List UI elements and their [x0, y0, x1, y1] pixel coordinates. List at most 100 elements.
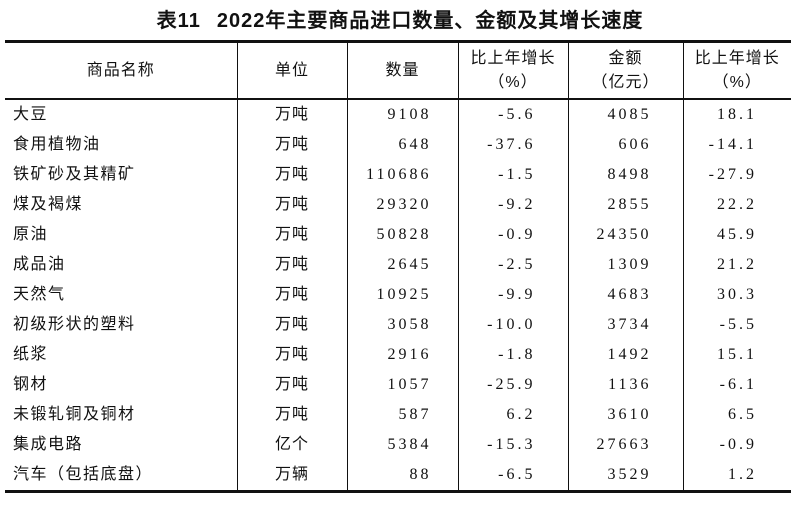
- cell-quantity-growth: -15.3: [457, 430, 568, 460]
- cell-quantity: 9108: [346, 99, 458, 130]
- cell-unit: 万吨: [236, 250, 347, 280]
- table-row: 钢材 万吨 1057 -25.9 1136 -6.1: [5, 370, 791, 400]
- cell-quantity: 29320: [346, 190, 458, 220]
- cell-quantity: 587: [346, 400, 458, 430]
- cell-amount-growth: 45.9: [682, 220, 791, 250]
- column-header-quantity-growth: 比上年增长 （%）: [457, 41, 568, 100]
- cell-amount: 4683: [567, 280, 683, 310]
- cell-amount-growth: -6.1: [682, 370, 791, 400]
- cell-amount: 3610: [567, 400, 683, 430]
- cell-quantity-growth: -5.6: [457, 99, 568, 130]
- cell-amount: 24350: [567, 220, 683, 250]
- cell-commodity: 煤及褐煤: [13, 196, 84, 213]
- header-label-line2: （%）: [712, 73, 762, 91]
- header-row: 商品名称 单位 数量 比上年增长 （%） 金额 （亿元） 比上年增长 （%）: [5, 41, 791, 100]
- cell-amount: 3734: [567, 310, 683, 340]
- cell-quantity: 88: [346, 460, 458, 492]
- table-title: 表11 2022年主要商品进口数量、金额及其增长速度: [0, 8, 800, 34]
- cell-quantity-growth: 6.2: [457, 400, 568, 430]
- header-label: 单位: [274, 61, 309, 79]
- cell-quantity: 648: [346, 130, 458, 160]
- cell-commodity: 钢材: [13, 376, 49, 393]
- cell-quantity-growth: -6.5: [457, 460, 568, 492]
- cell-amount-growth: 18.1: [682, 99, 791, 130]
- cell-commodity: 汽车（包括底盘）: [13, 466, 154, 483]
- cell-unit: 亿个: [236, 430, 347, 460]
- cell-amount: 1309: [567, 250, 683, 280]
- cell-amount: 27663: [567, 430, 683, 460]
- cell-amount-growth: 22.2: [682, 190, 791, 220]
- cell-amount: 4085: [567, 99, 683, 130]
- cell-commodity: 集成电路: [13, 436, 84, 453]
- cell-amount-growth: 30.3: [682, 280, 791, 310]
- cell-amount: 2855: [567, 190, 683, 220]
- cell-unit: 万吨: [236, 310, 347, 340]
- column-header-commodity: 商品名称: [5, 41, 237, 100]
- cell-commodity: 纸浆: [13, 346, 49, 363]
- cell-quantity-growth: -0.9: [457, 220, 568, 250]
- cell-quantity-growth: -2.5: [457, 250, 568, 280]
- table-body: 大豆 万吨 9108 -5.6 4085 18.1 食用植物油 万吨 648 -…: [5, 99, 791, 492]
- cell-quantity: 2645: [346, 250, 458, 280]
- cell-commodity: 食用植物油: [13, 136, 101, 153]
- table-row: 纸浆 万吨 2916 -1.8 1492 15.1: [5, 340, 791, 370]
- cell-unit: 万吨: [236, 99, 347, 130]
- cell-unit: 万吨: [236, 280, 347, 310]
- cell-quantity-growth: -1.5: [457, 160, 568, 190]
- cell-amount: 8498: [567, 160, 683, 190]
- cell-quantity: 1057: [346, 370, 458, 400]
- cell-unit: 万吨: [236, 160, 347, 190]
- column-header-amount: 金额 （亿元）: [567, 41, 683, 100]
- cell-quantity: 10925: [346, 280, 458, 310]
- cell-commodity: 未锻轧铜及铜材: [13, 406, 136, 423]
- column-header-amount-growth: 比上年增长 （%）: [682, 41, 791, 100]
- table-row: 天然气 万吨 10925 -9.9 4683 30.3: [5, 280, 791, 310]
- cell-amount-growth: 6.5: [682, 400, 791, 430]
- header-label-line1: 比上年增长: [694, 49, 780, 67]
- cell-quantity-growth: -1.8: [457, 340, 568, 370]
- cell-amount-growth: -27.9: [682, 160, 791, 190]
- cell-quantity: 2916: [346, 340, 458, 370]
- cell-quantity-growth: -9.9: [457, 280, 568, 310]
- cell-commodity: 天然气: [13, 286, 66, 303]
- cell-quantity: 50828: [346, 220, 458, 250]
- cell-unit: 万吨: [236, 370, 347, 400]
- cell-quantity: 5384: [346, 430, 458, 460]
- cell-unit: 万吨: [236, 190, 347, 220]
- cell-quantity-growth: -10.0: [457, 310, 568, 340]
- cell-quantity-growth: -9.2: [457, 190, 568, 220]
- header-label-line1: 比上年增长: [470, 49, 556, 67]
- cell-unit: 万辆: [236, 460, 347, 492]
- cell-commodity: 初级形状的塑料: [13, 316, 136, 333]
- cell-amount: 3529: [567, 460, 683, 492]
- table-row: 汽车（包括底盘） 万辆 88 -6.5 3529 1.2: [5, 460, 791, 492]
- cell-amount-growth: 1.2: [682, 460, 791, 492]
- header-label: 商品名称: [86, 61, 155, 79]
- cell-amount: 1136: [567, 370, 683, 400]
- cell-amount: 606: [567, 130, 683, 160]
- cell-amount: 1492: [567, 340, 683, 370]
- table-title-label: 表11: [156, 10, 201, 32]
- cell-unit: 万吨: [236, 220, 347, 250]
- imports-table: 商品名称 单位 数量 比上年增长 （%） 金额 （亿元） 比上年增长 （%） 大豆 万…: [5, 40, 791, 493]
- cell-amount-growth: 15.1: [682, 340, 791, 370]
- column-header-quantity: 数量: [346, 41, 458, 100]
- table-row: 成品油 万吨 2645 -2.5 1309 21.2: [5, 250, 791, 280]
- table-row: 集成电路 亿个 5384 -15.3 27663 -0.9: [5, 430, 791, 460]
- cell-quantity-growth: -37.6: [457, 130, 568, 160]
- cell-commodity: 铁矿砂及其精矿: [13, 166, 136, 183]
- table-row: 煤及褐煤 万吨 29320 -9.2 2855 22.2: [5, 190, 791, 220]
- table-row: 食用植物油 万吨 648 -37.6 606 -14.1: [5, 130, 791, 160]
- cell-amount-growth: -5.5: [682, 310, 791, 340]
- cell-unit: 万吨: [236, 130, 347, 160]
- table-title-text: 2022年主要商品进口数量、金额及其增长速度: [216, 10, 644, 32]
- table-row: 铁矿砂及其精矿 万吨 110686 -1.5 8498 -27.9: [5, 160, 791, 190]
- table-row: 原油 万吨 50828 -0.9 24350 45.9: [5, 220, 791, 250]
- header-label-line2: （%）: [488, 73, 538, 91]
- table-row: 未锻轧铜及铜材 万吨 587 6.2 3610 6.5: [5, 400, 791, 430]
- cell-quantity-growth: -25.9: [457, 370, 568, 400]
- cell-commodity: 成品油: [13, 256, 66, 273]
- cell-quantity: 110686: [346, 160, 458, 190]
- cell-quantity: 3058: [346, 310, 458, 340]
- header-label: 数量: [385, 61, 420, 79]
